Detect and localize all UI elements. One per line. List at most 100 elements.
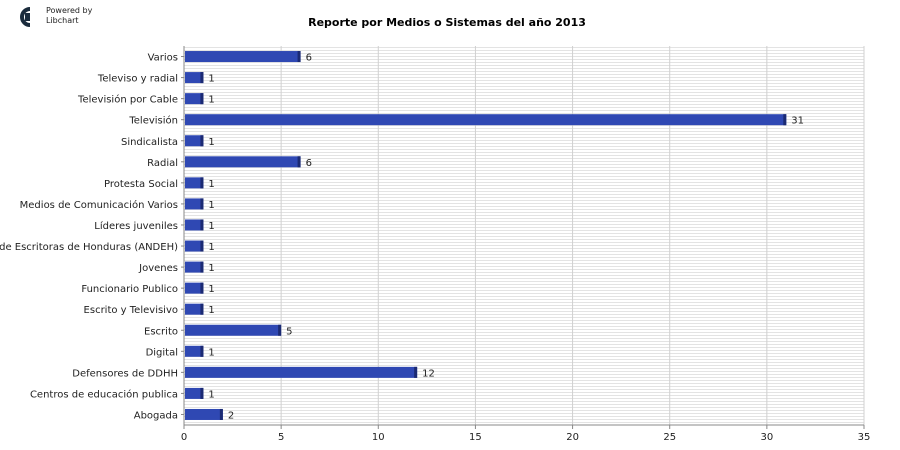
bar-edge [200,177,204,189]
grid-stripe [184,158,864,159]
grid-stripe [184,356,864,357]
grid-stripe [184,86,864,87]
bar [185,93,204,105]
grid-stripe [184,62,864,63]
grid-stripe [184,137,864,138]
bar [185,324,282,336]
bar [185,114,787,126]
grid-stripe [184,263,864,264]
grid-stripe [184,323,864,324]
grid-stripe [184,410,864,411]
category-label: Asociación de Escritoras de Honduras (AN… [0,241,178,253]
grid-stripe [184,155,864,156]
bar [185,282,204,294]
grid-stripe [184,422,864,423]
grid-stripe [184,335,864,336]
grid-stripe [184,278,864,279]
value-label: 1 [208,305,214,316]
bar-edge [278,324,282,336]
value-label: 1 [208,284,214,295]
grid-stripe [184,221,864,222]
bar-edge [200,219,204,231]
grid-stripe [184,269,864,270]
bar [185,135,204,147]
grid-stripe [184,296,864,297]
grid-stripe [184,212,864,213]
bar-edge [200,345,204,357]
category-label: Medios de Comunicación Varios [20,199,178,211]
value-label: 1 [208,242,214,253]
bar [185,366,418,378]
bar-edge [297,156,301,168]
grid-stripe [184,344,864,345]
grid-stripe [184,146,864,147]
grid-stripe [184,173,864,174]
grid-stripe [184,188,864,189]
x-tick-label: 35 [858,432,871,443]
bar-edge [200,261,204,273]
value-label: 1 [208,347,214,358]
grid-stripe [184,350,864,351]
grid-stripe [184,104,864,105]
grid-stripe [184,290,864,291]
bar-edge [200,93,204,105]
grid-stripe [184,179,864,180]
bar [185,261,204,273]
bar-edge [783,114,787,126]
chart-title: Reporte por Medios o Sistemas del año 20… [308,16,586,29]
grid-stripe [184,326,864,327]
value-label: 1 [208,137,214,148]
grid-stripe [184,110,864,111]
grid-stripe [184,281,864,282]
grid-stripe [184,218,864,219]
grid-stripe [184,71,864,72]
grid-stripe [184,374,864,375]
value-label: 1 [208,263,214,274]
bar-edge [200,303,204,315]
grid-stripe [184,209,864,210]
grid-stripe [184,317,864,318]
grid-stripe [184,284,864,285]
grid-stripe [184,314,864,315]
bar-edge [200,198,204,210]
grid-stripe [184,167,864,168]
grid-stripe [184,275,864,276]
grid-stripe [184,215,864,216]
grid-stripe [184,227,864,228]
grid-stripe [184,233,864,234]
grid-stripe [184,197,864,198]
category-label: Televisión por Cable [77,94,178,106]
libchart-logo-icon [20,7,31,27]
x-tick-label: 15 [469,432,482,443]
value-label: 12 [422,368,435,379]
grid-stripe [184,320,864,321]
grid-stripe [184,242,864,243]
bar [185,72,204,84]
bar-edge [200,282,204,294]
category-label: Varios [148,53,178,64]
grid-stripe [184,194,864,195]
plot-area [184,46,864,425]
grid-stripe [184,113,864,114]
bar [185,345,204,357]
grid-stripe [184,230,864,231]
grid-stripe [184,143,864,144]
bar-edge [200,135,204,147]
grid-stripe [184,56,864,57]
grid-stripe [184,362,864,363]
category-label: Televiso y radial [97,74,178,85]
logo-line-2: Libchart [46,16,79,25]
bar-edge [297,51,301,63]
grid-stripe [184,401,864,402]
grid-stripe [184,254,864,255]
grid-stripe [184,368,864,369]
grid-stripe [184,407,864,408]
grid-stripe [184,68,864,69]
grid-stripe [184,125,864,126]
category-label: Líderes juveniles [94,220,178,232]
grid-stripe [184,383,864,384]
category-label: Radial [147,158,178,169]
grid-stripe [184,200,864,201]
grid-stripe [184,260,864,261]
